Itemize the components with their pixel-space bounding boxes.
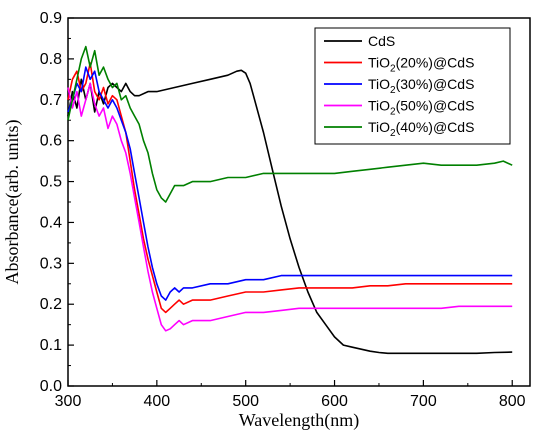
y-tick-label: 0.1 — [40, 337, 62, 354]
x-tick-label: 300 — [55, 393, 82, 410]
y-tick-label: 0.7 — [40, 92, 62, 109]
legend-label: TiO2(20%)@CdS — [368, 55, 474, 75]
y-axis-ticks: 0.0 0.1 0.2 0.3 0.4 0.5 0.6 0.7 0.8 0.9 — [40, 10, 74, 395]
x-axis-ticks: 300 400 500 600 700 800 — [55, 380, 526, 410]
y-tick-label: 0.0 — [40, 378, 62, 395]
legend-box — [314, 27, 511, 145]
x-tick-label: 800 — [499, 393, 526, 410]
y-tick-label: 0.6 — [40, 133, 62, 150]
x-tick-label: 700 — [410, 393, 437, 410]
y-axis-title: Absorbance(arb. units) — [2, 120, 23, 285]
y-tick-label: 0.3 — [40, 255, 62, 272]
series-line — [67, 66, 513, 301]
x-tick-label: 500 — [232, 393, 259, 410]
legend-label: CdS — [368, 33, 395, 49]
series-lines — [67, 45, 513, 355]
series-line — [67, 45, 513, 203]
y-tick-label: 0.5 — [40, 174, 62, 191]
legend-label: TiO2(40%)@CdS — [368, 119, 474, 139]
x-tick-label: 600 — [321, 393, 348, 410]
y-tick-label: 0.4 — [40, 214, 62, 231]
series-line — [67, 62, 513, 314]
x-axis-title: Wavelength(nm) — [239, 410, 360, 431]
legend-label: TiO2(30%)@CdS — [368, 76, 474, 96]
legend: CdS TiO2(20%)@CdSTiO2(30%)@CdSTiO2(50%)@C… — [314, 27, 511, 145]
y-tick-label: 0.8 — [40, 51, 62, 68]
legend-label: TiO2(50%)@CdS — [368, 98, 474, 118]
y-tick-label: 0.9 — [40, 10, 62, 27]
y-tick-label: 0.2 — [40, 296, 62, 313]
series-line — [67, 82, 513, 332]
x-tick-label: 400 — [143, 393, 170, 410]
